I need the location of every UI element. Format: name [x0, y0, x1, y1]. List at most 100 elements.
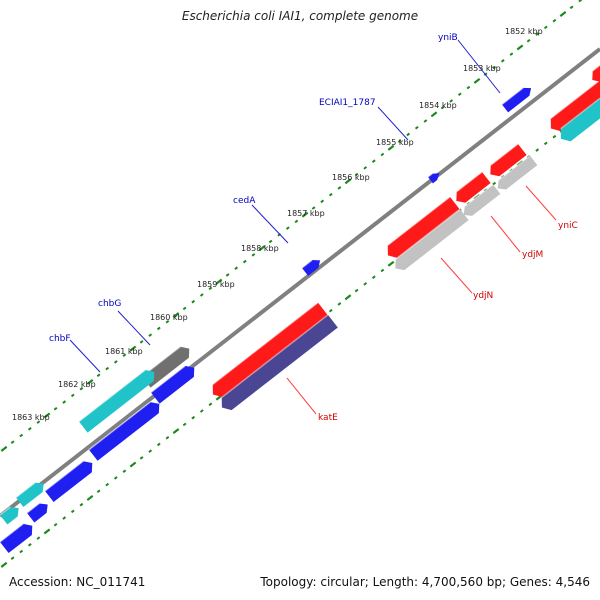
gene-katE-shadow: [221, 314, 338, 411]
scale-tick: [492, 65, 497, 70]
scale-tick: [559, 11, 567, 17]
scale-tick: [70, 509, 75, 514]
scale-tick: [199, 409, 204, 413]
scale-tick: [440, 105, 445, 110]
scale-tick: [215, 278, 223, 285]
gene-chbF: [78, 369, 155, 433]
scale-tick: [354, 172, 359, 177]
kbp-label: 1856 kbp: [332, 173, 370, 182]
scale-tick: [387, 260, 395, 267]
gene-reverse-3: [592, 64, 600, 82]
kbp-label: 1859 kbp: [197, 280, 235, 289]
gene-reverse-1: [550, 79, 600, 132]
gene-yniC: [490, 143, 527, 177]
scale-tick: [473, 77, 481, 84]
gene-label-forward[interactable]: yniB: [438, 33, 458, 43]
gene-ydjM-shadow: [463, 183, 501, 216]
scale-tick: [311, 206, 316, 210]
gene-ydjN: [387, 196, 460, 258]
scale-tick: [457, 92, 462, 97]
scale-tick: [337, 302, 342, 306]
scale-tick: [543, 141, 548, 146]
kbp-label: 1854 kbp: [419, 101, 457, 110]
gene-label-forward[interactable]: ECIAI1_1787: [319, 98, 376, 108]
leader-line-2: [251, 204, 289, 244]
scale-tick: [43, 528, 51, 535]
scale-tick: [70, 393, 75, 398]
scale-tick: [337, 186, 342, 190]
scale-tick: [191, 299, 196, 304]
leader-line-0: [457, 39, 501, 94]
scale-tick: [139, 456, 144, 460]
kbp-label: 1860 kbp: [150, 313, 188, 322]
scale-tick: [113, 476, 118, 480]
scale-tick: [86, 379, 94, 385]
leader-line-8: [286, 377, 317, 415]
scale-tick: [430, 111, 438, 118]
leader-line-1: [377, 106, 409, 141]
scale-tick: [500, 59, 505, 63]
scale-tick: [129, 461, 137, 468]
kbp-label: 1853 kbp: [463, 64, 501, 73]
scale-tick: [36, 536, 41, 540]
scale-tick: [258, 245, 266, 252]
scale-tick: [36, 420, 41, 424]
scale-tick: [380, 152, 385, 157]
scale-tick: [242, 259, 247, 264]
outer-tick-ring: [0, 0, 583, 452]
kbp-label: 1862 kbp: [58, 380, 96, 389]
scale-tick: [535, 32, 540, 36]
gene-forward-2: [88, 401, 160, 461]
gene-ECIAI1-1787: [427, 173, 440, 184]
kbp-label: 1861 kbp: [105, 347, 143, 356]
scale-tick: [552, 18, 557, 23]
scale-tick: [251, 253, 256, 257]
scale-tick: [19, 433, 24, 438]
scale-tick: [62, 400, 67, 404]
scale-tick: [371, 275, 376, 279]
kbp-label: 1855 kbp: [376, 138, 414, 147]
scale-tick: [354, 288, 359, 293]
kbp-label: 1852 kbp: [505, 27, 543, 36]
scale-tick: [208, 286, 213, 291]
scale-tick: [79, 502, 84, 507]
scale-tick: [53, 522, 58, 527]
scale-tick: [285, 226, 290, 230]
scale-tick: [27, 427, 32, 431]
gene-label-reverse[interactable]: ydjN: [473, 291, 493, 301]
scale-tick: [406, 132, 411, 137]
scale-tick: [86, 495, 94, 501]
scale-tick: [208, 402, 213, 407]
scale-tick: [62, 516, 67, 520]
scale-tick: [320, 199, 325, 204]
scale-tick: [96, 489, 101, 494]
scale-tick: [234, 266, 239, 271]
scale-tick: [543, 25, 548, 30]
gene-label-reverse[interactable]: yniC: [558, 221, 578, 231]
gene-label-forward[interactable]: chbG: [98, 299, 121, 309]
scale-tick: [19, 549, 24, 554]
scale-tick: [148, 449, 153, 453]
gene-label-reverse[interactable]: ydjM: [522, 250, 543, 260]
gene-cedA: [301, 259, 321, 276]
gene-ydjN-shadow: [395, 208, 469, 271]
scale-tick: [53, 406, 58, 411]
scale-tick: [344, 294, 352, 301]
gene-label-forward[interactable]: cedA: [233, 196, 256, 206]
gene-label-reverse[interactable]: katE: [318, 413, 338, 423]
scale-tick: [182, 306, 187, 311]
gene-label-forward[interactable]: chbF: [49, 334, 71, 344]
gene-forward-1: [150, 365, 195, 404]
scale-tick: [79, 386, 84, 391]
scale-tick: [0, 561, 8, 568]
scale-tick: [509, 52, 514, 56]
scale-tick: [423, 119, 428, 123]
gene-forward-5: [0, 523, 33, 554]
scale-tick: [156, 326, 161, 331]
genome-summary-text: Topology: circular; Length: 4,700,560 bp…: [260, 575, 590, 589]
scale-tick: [268, 239, 273, 244]
scale-tick: [172, 428, 180, 435]
scale-tick: [466, 85, 471, 90]
label-leader-lines: [69, 39, 557, 415]
